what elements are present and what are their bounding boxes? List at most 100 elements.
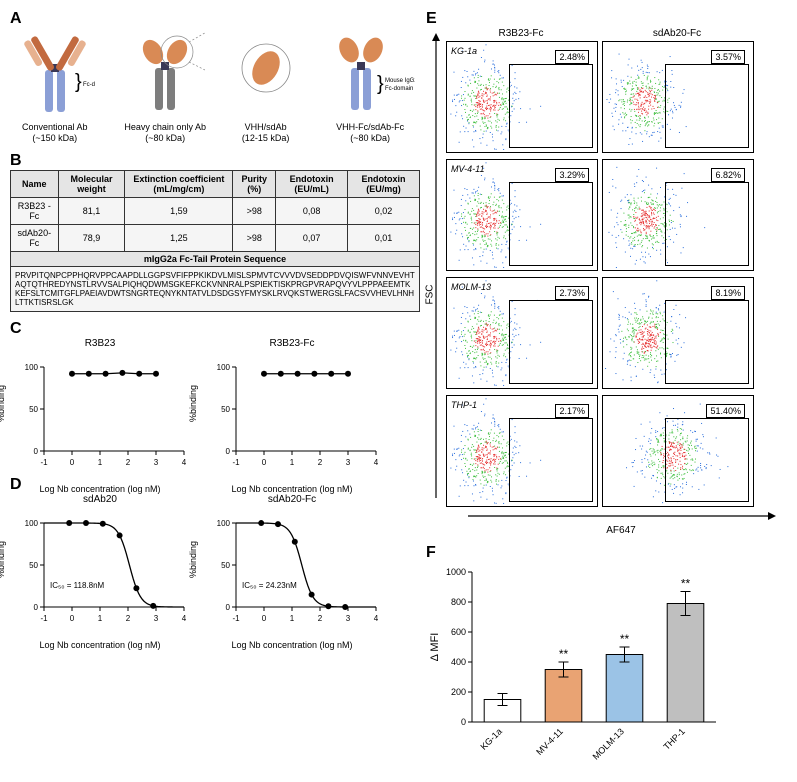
svg-text:-1: -1 — [232, 614, 240, 623]
table-cell: 81,1 — [58, 197, 125, 224]
table-cell: 78,9 — [58, 224, 125, 251]
flow-plot: 3.29%MV-4-11 — [446, 159, 598, 271]
chart-title: sdAb20-Fc — [202, 494, 382, 505]
gate-box — [509, 182, 594, 266]
panel-b: B NameMolecular weightExtinction coeffic… — [10, 152, 420, 312]
gate-box — [665, 182, 750, 266]
schema-caption: Heavy chain only Ab(~80 kDa) — [124, 122, 206, 144]
svg-text:50: 50 — [29, 561, 38, 570]
schema-caption: VHH-Fc/sdAb-Fc(~80 kDa) — [336, 122, 404, 144]
svg-text:**: ** — [559, 647, 569, 661]
sequence-header: mIgG2a Fc-Tail Protein Sequence — [10, 252, 420, 267]
svg-text:1: 1 — [290, 614, 295, 623]
svg-text:3: 3 — [346, 458, 351, 467]
panel-d: D sdAb20050100-101234%bindingLog Nb conc… — [10, 476, 420, 624]
gate-percent: 8.19% — [711, 286, 745, 300]
svg-text:0: 0 — [34, 603, 39, 612]
table-row: R3B23 -Fc81,11,59>980,080,02 — [11, 197, 420, 224]
chart-title: sdAb20 — [10, 494, 190, 505]
svg-text:1: 1 — [98, 614, 103, 623]
gate-box — [665, 418, 750, 502]
gate-box — [509, 64, 594, 148]
ic50-label: IC₅₀ = 24.23nM — [242, 581, 297, 590]
table-cell: 1,59 — [125, 197, 233, 224]
svg-text:100: 100 — [25, 363, 39, 372]
binding-chart: R3B23050100-101234%bindingLog Nb concent… — [10, 338, 190, 468]
panel-c-label: C — [10, 320, 420, 338]
table-cell: 0,02 — [348, 197, 420, 224]
binding-chart: sdAb20050100-101234%bindingLog Nb concen… — [10, 494, 190, 624]
gate-percent: 2.48% — [555, 50, 589, 64]
svg-text:2: 2 — [318, 614, 323, 623]
binding-chart: sdAb20-Fc050100-101234%bindingLog Nb con… — [202, 494, 382, 624]
svg-text:0: 0 — [34, 447, 39, 456]
af647-label: AF647 — [446, 525, 796, 536]
gate-percent: 51.40% — [706, 404, 745, 418]
antibody-schema-0: } Fc-domain Conventional Ab(~150 kDa) — [15, 28, 95, 144]
svg-text:0: 0 — [70, 614, 75, 623]
table-cell: 0,08 — [276, 197, 348, 224]
svg-text:3: 3 — [154, 458, 159, 467]
svg-text:THP-1: THP-1 — [661, 726, 686, 751]
cell-line-label: THP-1 — [451, 400, 477, 410]
schema-caption: VHH/sdAb(12-15 kDa) — [242, 122, 290, 144]
left-column: A } Fc-domain Conventional Ab(~150 kDa) — [10, 10, 420, 772]
svg-text:4: 4 — [182, 458, 187, 467]
gate-percent: 2.17% — [555, 404, 589, 418]
svg-text:3: 3 — [346, 614, 351, 623]
sequence-box: PRVPITQNPCPPHQRVPPCAAPDLLGGPSVFIFPPKIKDV… — [10, 267, 420, 312]
svg-text:Fc-domain: Fc-domain — [83, 82, 95, 88]
svg-text:1: 1 — [98, 458, 103, 467]
table-header: Name — [11, 170, 59, 197]
gate-percent: 3.57% — [711, 50, 745, 64]
svg-text:50: 50 — [221, 561, 230, 570]
svg-text:400: 400 — [451, 657, 466, 667]
svg-text:0: 0 — [226, 447, 231, 456]
svg-text:1000: 1000 — [446, 567, 466, 577]
panel-c: C R3B23050100-101234%bindingLog Nb conce… — [10, 320, 420, 468]
gate-box — [509, 300, 594, 384]
svg-text:0: 0 — [262, 458, 267, 467]
panel-a: A } Fc-domain Conventional Ab(~150 kDa) — [10, 10, 420, 144]
svg-text:}: } — [75, 71, 82, 93]
properties-table: NameMolecular weightExtinction coefficie… — [10, 170, 420, 252]
gate-box — [509, 418, 594, 502]
binding-chart: R3B23-Fc050100-101234%bindingLog Nb conc… — [202, 338, 382, 468]
svg-text:-1: -1 — [40, 614, 48, 623]
table-header: Endotoxin (EU/mL) — [276, 170, 348, 197]
x-axis-label: Log Nb concentration (log nM) — [10, 640, 190, 650]
svg-text:800: 800 — [451, 597, 466, 607]
y-axis-label: %binding — [188, 541, 198, 578]
schema-caption: Conventional Ab(~150 kDa) — [22, 122, 88, 144]
svg-text:Fc-domain: Fc-domain — [385, 86, 413, 92]
table-cell: 1,25 — [125, 224, 233, 251]
flow-plot: 3.57% — [602, 41, 754, 153]
antibody-schema-2: VHH/sdAb(12-15 kDa) — [236, 28, 296, 144]
y-axis-label: %binding — [0, 541, 6, 578]
antibody-schema-1: Heavy chain only Ab(~80 kDa) — [124, 28, 206, 144]
svg-text:Δ MFI: Δ MFI — [429, 633, 441, 662]
svg-text:KG-1a: KG-1a — [478, 726, 503, 751]
svg-text:50: 50 — [29, 405, 38, 414]
svg-text:**: ** — [620, 632, 630, 646]
svg-text:MV-4-11: MV-4-11 — [534, 726, 565, 757]
svg-text:3: 3 — [154, 614, 159, 623]
svg-text:600: 600 — [451, 627, 466, 637]
right-column: E R3B23-Fc sdAb20-Fc FSC 2.48%KG-1a3.57%… — [426, 10, 796, 772]
table-header: Endotoxin (EU/mg) — [348, 170, 420, 197]
panel-f: F 02004006008001000Δ MFIKG-1a**MV-4-11**… — [426, 544, 796, 772]
y-axis-label: %binding — [0, 385, 6, 422]
flow-plot: 2.17% THP-1 — [446, 395, 598, 507]
svg-text:Mouse IgG2a: Mouse IgG2a — [385, 78, 415, 84]
svg-text:0: 0 — [461, 717, 466, 727]
chart-title: R3B23 — [10, 338, 190, 349]
gate-percent: 2.73% — [555, 286, 589, 300]
svg-text:4: 4 — [374, 614, 379, 623]
table-header: Extinction coefficient (mL/mg/cm) — [125, 170, 233, 197]
flow-plot: 8.19% — [602, 277, 754, 389]
figure-root: A } Fc-domain Conventional Ab(~150 kDa) — [10, 10, 787, 772]
fsc-label: FSC — [425, 284, 436, 304]
table-cell: 0,07 — [276, 224, 348, 251]
svg-text:100: 100 — [217, 519, 231, 528]
ic50-label: IC₅₀ = 118.8nM — [50, 581, 104, 590]
